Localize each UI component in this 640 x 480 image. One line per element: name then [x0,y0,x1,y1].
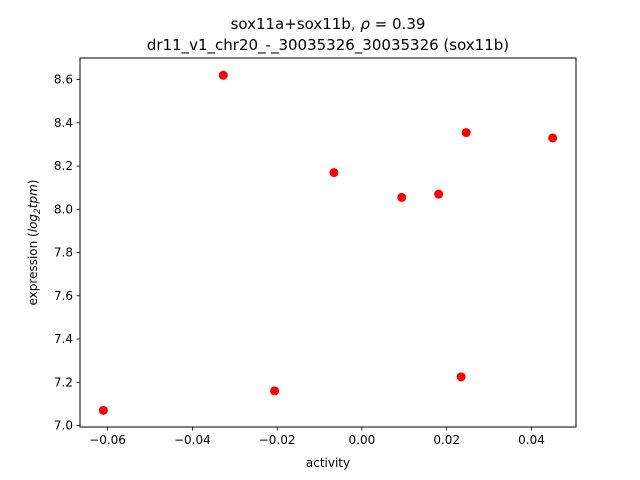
y-tick-label: 7.4 [54,332,73,346]
x-tick-label: −0.06 [89,433,126,447]
y-axis-label-log: log [26,214,40,233]
y-tick-label: 7.0 [54,418,73,432]
scatter-point [218,70,228,80]
y-tick-label: 7.6 [54,289,73,303]
x-tick-label: −0.02 [259,433,296,447]
chart-title-rho-value: = 0.39 [370,15,426,33]
y-axis-label-subscript: 2 [33,208,43,214]
scatter-point [98,405,108,415]
x-tick-label: 0.04 [518,433,545,447]
y-tick-label: 7.8 [54,246,73,260]
y-axis-label-unit: tpm [26,184,40,208]
x-tick-label: 0.02 [433,433,460,447]
chart-title-rho: ρ [360,15,370,33]
x-tick-label: 0.00 [349,433,376,447]
scatter-point [434,189,444,199]
x-axis-label: activity [306,456,350,470]
chart-title-line2: dr11_v1_chr20_-_30035326_30035326 (sox11… [147,36,509,55]
x-tick-label: −0.04 [174,433,211,447]
y-tick-label: 8.4 [54,116,73,130]
x-axis-ticks: −0.06 −0.04 −0.02 0.00 0.02 0.04 [89,427,545,447]
y-axis-label-prefix: expression ( [26,232,40,305]
scatter-points [98,70,558,415]
scatter-point [456,372,466,382]
plot-frame [79,57,577,428]
scatter-point [270,386,280,396]
y-tick-label: 8.6 [54,73,73,87]
scatter-point [397,192,407,202]
y-axis-label: expression (log2tpm) [26,180,43,306]
y-axis-ticks: 7.0 7.2 7.4 7.6 7.8 8.0 8.2 8.4 8.6 [54,73,80,432]
chart-title-prefix: sox11a+sox11b, [231,15,361,33]
scatter-point [329,168,339,178]
plot-area [80,58,576,427]
scatter-point [548,133,558,143]
y-axis-label-suffix: ) [26,180,40,185]
y-tick-label: 8.2 [54,159,73,173]
y-tick-label: 8.0 [54,202,73,216]
scatter-point [461,128,471,138]
chart-title-line1: sox11a+sox11b, ρ = 0.39 [231,15,426,33]
y-tick-label: 7.2 [54,375,73,389]
